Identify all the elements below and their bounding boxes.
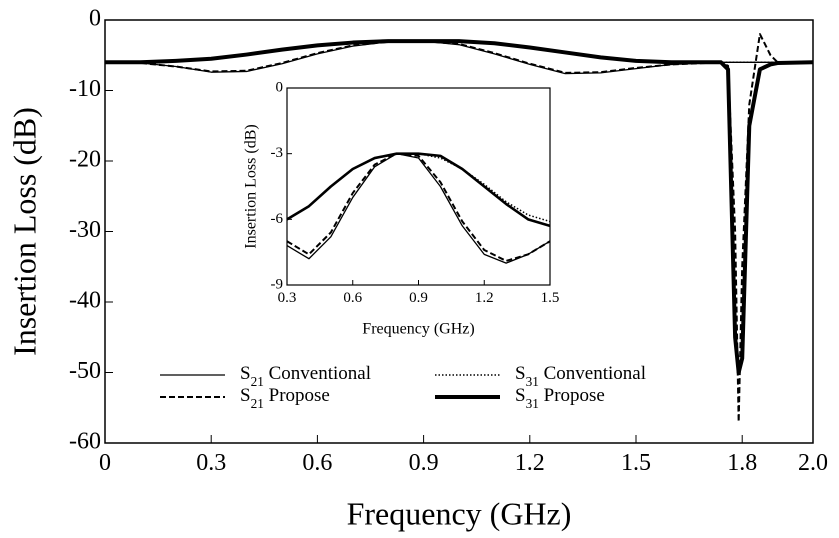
y-axis-label: Insertion Loss (dB): [243, 124, 260, 248]
x-tick-label: 2.0: [798, 450, 828, 476]
y-axis-label: Insertion Loss (dB): [6, 107, 42, 356]
x-tick-label: 1.5: [541, 290, 560, 306]
y-tick-label: -20: [69, 147, 101, 173]
x-tick-label: 0.6: [343, 290, 362, 306]
x-tick-label: 0: [99, 450, 111, 476]
x-tick-label: 0.3: [196, 450, 226, 476]
series-line: [286, 152, 551, 262]
y-tick-label: -40: [69, 288, 101, 314]
y-tick-label: 0: [89, 6, 101, 32]
x-tick-label: 1.2: [515, 450, 545, 476]
x-tick-label: 0.6: [302, 450, 332, 476]
x-tick-label: 1.8: [727, 450, 757, 476]
series-line: [286, 153, 551, 264]
y-tick-label: -6: [271, 211, 284, 227]
x-axis-label: Frequency (GHz): [362, 321, 474, 338]
series-line: [286, 152, 551, 228]
x-tick-label: 0.9: [409, 290, 428, 306]
legend-label: S21 Conventional: [240, 363, 371, 388]
series-line: [104, 40, 813, 75]
y-tick-label: -10: [69, 76, 101, 102]
legend-label: S31 Propose: [515, 385, 605, 410]
y-tick-label: -30: [69, 217, 101, 243]
inset-background: [287, 88, 550, 285]
y-tick-label: -50: [69, 358, 101, 384]
y-tick-label: -3: [271, 145, 284, 161]
x-tick-label: 0.3: [278, 290, 297, 306]
x-tick-label: 0.9: [409, 450, 439, 476]
y-tick-label: 0: [276, 79, 284, 95]
x-axis-label: Frequency (GHz): [347, 495, 572, 531]
y-tick-label: -60: [69, 429, 101, 455]
series-line: [105, 39, 814, 375]
x-tick-label: 1.5: [621, 450, 651, 476]
legend-label: S21 Propose: [240, 385, 330, 410]
x-tick-label: 1.2: [475, 290, 494, 306]
y-tick-label: -9: [271, 276, 284, 292]
legend-label: S31 Conventional: [515, 363, 646, 388]
